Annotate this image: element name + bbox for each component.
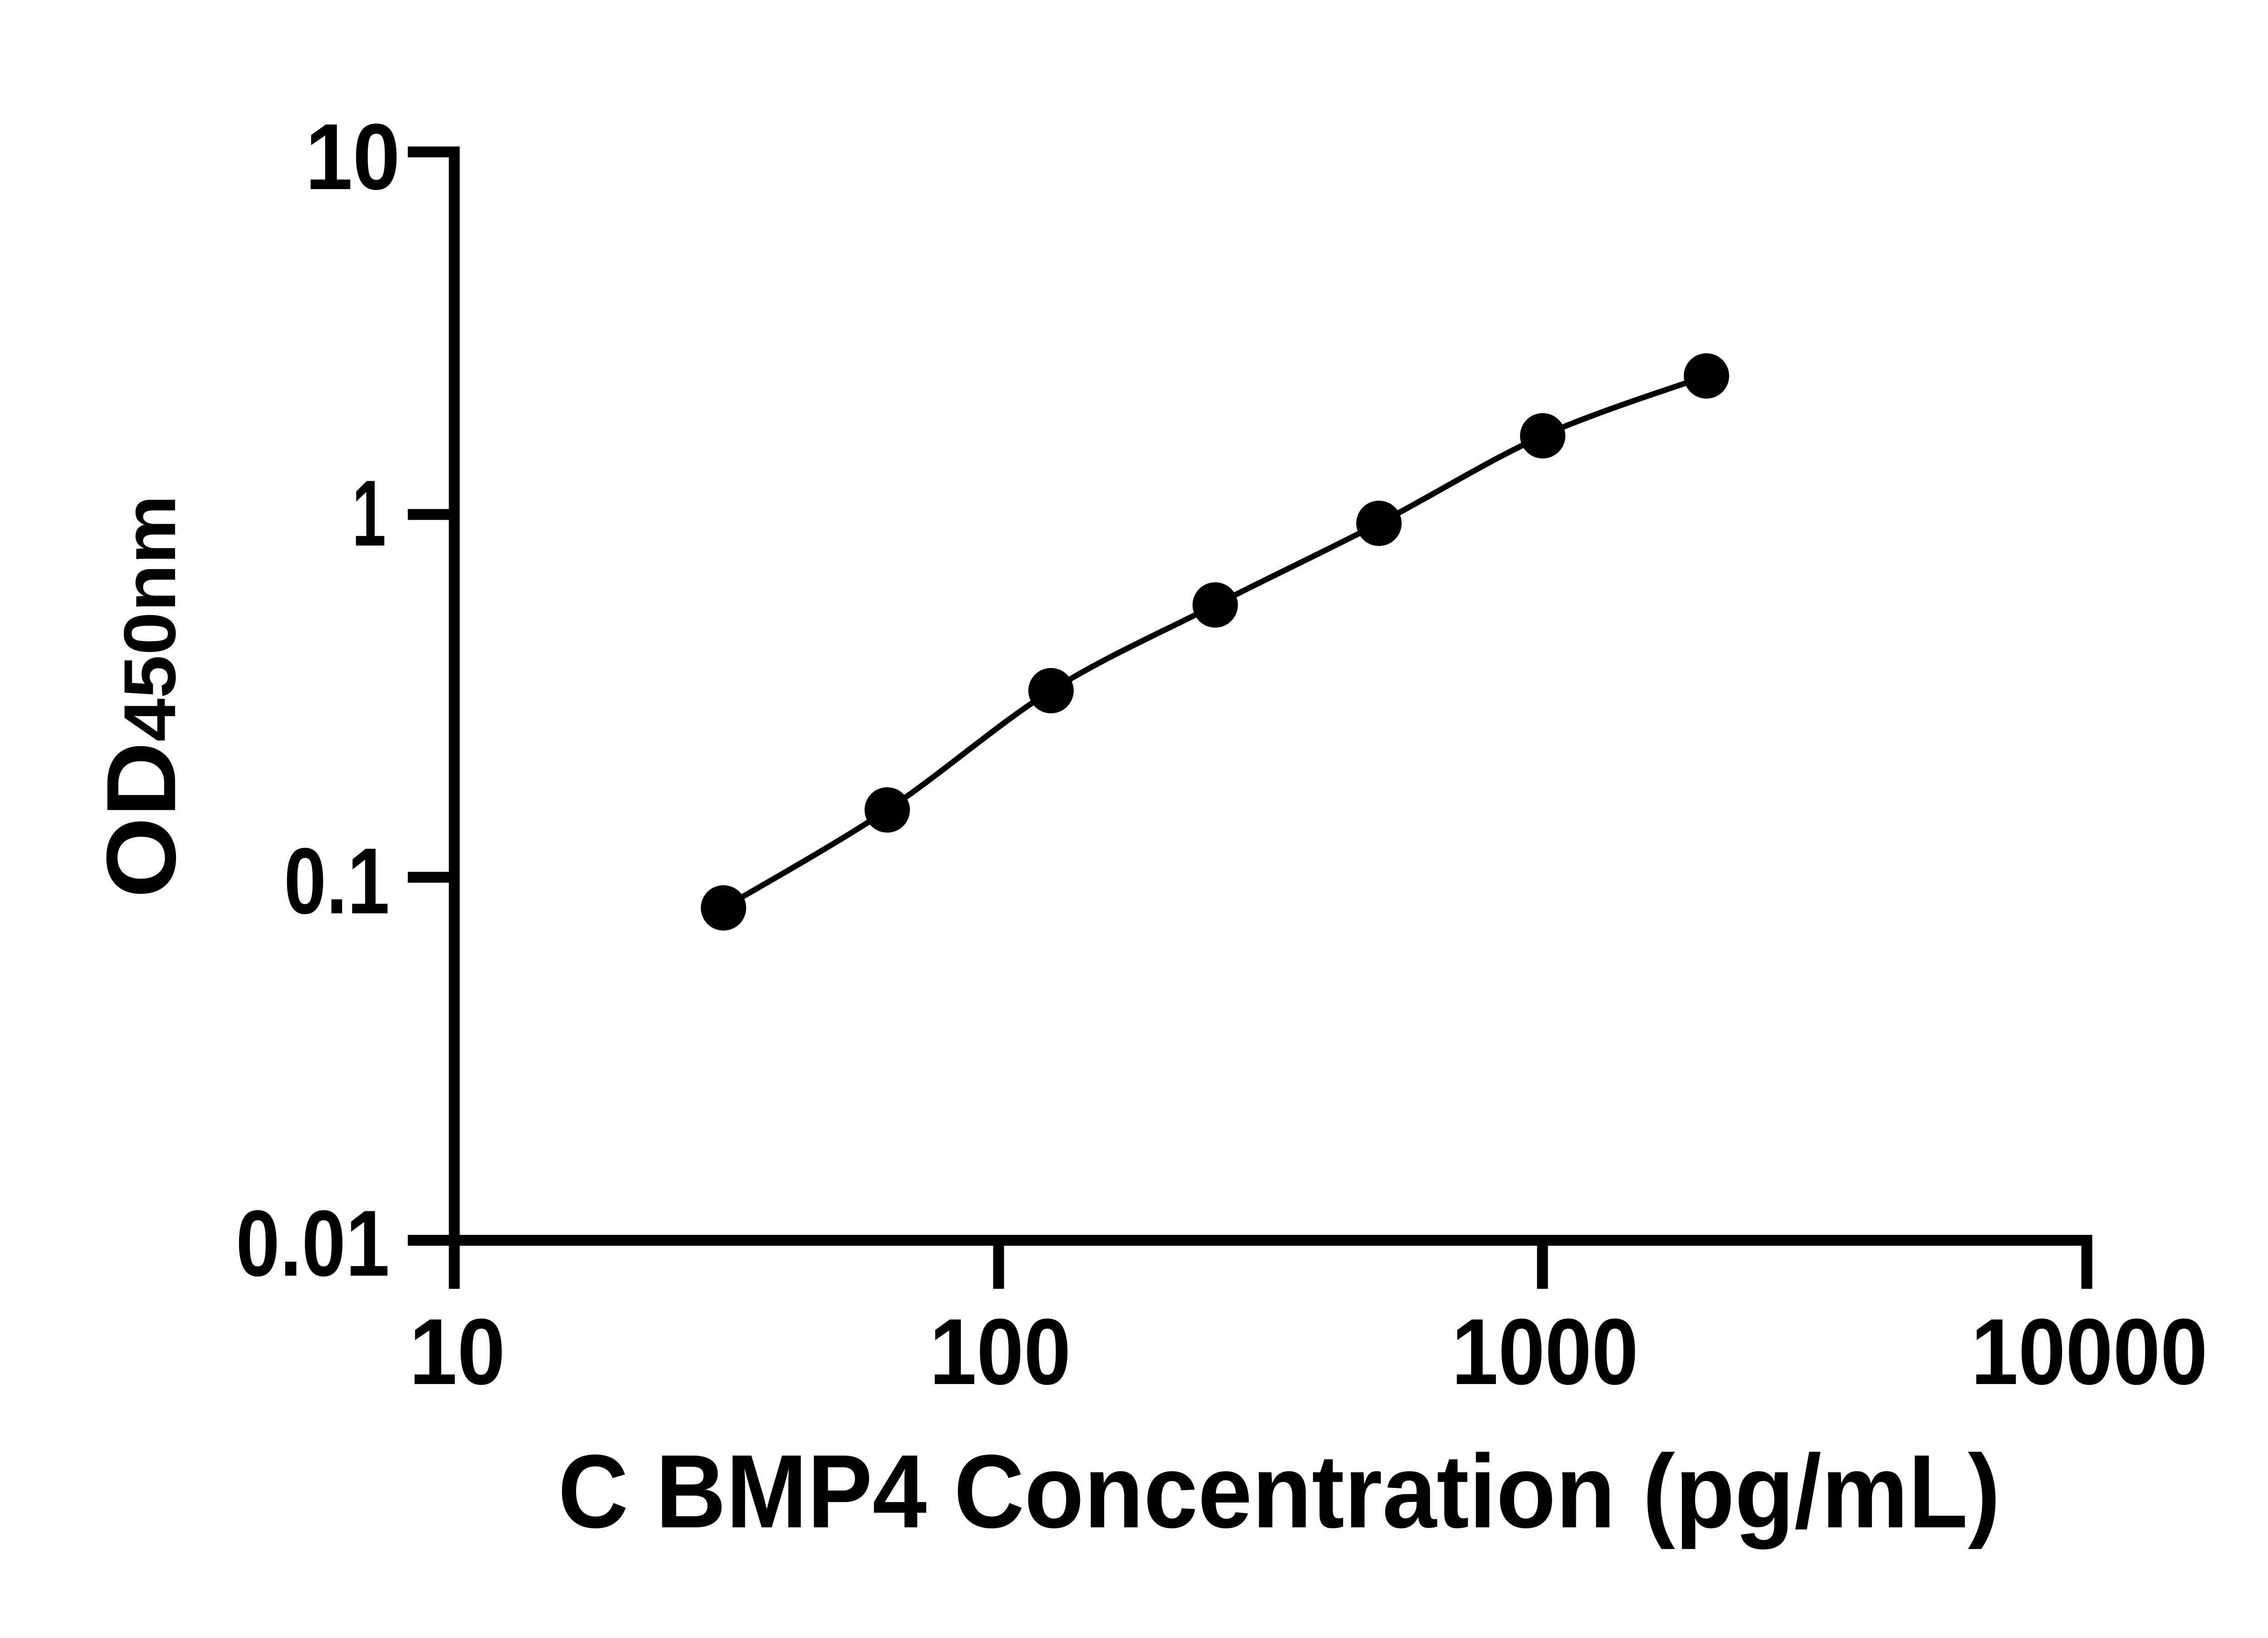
svg-text:0.01: 0.01 [236, 1191, 390, 1296]
svg-text:10000: 10000 [1971, 1299, 2208, 1404]
svg-text:OD450nm: OD450nm [86, 495, 196, 898]
svg-text:1: 1 [352, 461, 386, 566]
svg-text:10: 10 [305, 104, 400, 209]
svg-text:C BMP4 Concentration (pg/mL): C BMP4 Concentration (pg/mL) [558, 1433, 2000, 1550]
svg-text:100: 100 [929, 1299, 1071, 1404]
svg-text:10: 10 [409, 1299, 505, 1404]
svg-text:1000: 1000 [1452, 1299, 1638, 1404]
svg-text:0.1: 0.1 [284, 829, 390, 933]
